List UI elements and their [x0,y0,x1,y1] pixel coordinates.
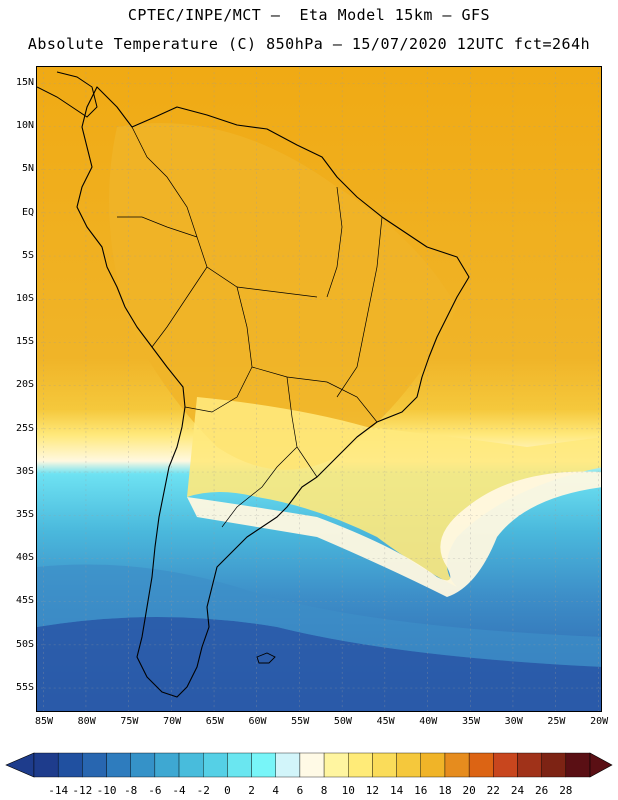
legend-swatch [444,752,470,778]
legend-swatch [420,752,446,778]
south-america-coastline [76,86,470,698]
legend-swatch [178,752,204,778]
legend-tick-label: 6 [296,784,304,797]
longitude-label: 45W [376,716,395,727]
legend-tick-label: -6 [148,784,162,797]
legend-tick-label: 20 [462,784,476,797]
legend-swatch [323,752,349,778]
legend-tick-label: 10 [341,784,355,797]
longitude-label: 20W [590,716,609,727]
latitude-label: 15N [15,77,34,88]
legend-swatch [396,752,421,778]
latitude-label: 45S [15,595,34,607]
longitude-label: 40W [419,716,438,727]
legend-swatch [541,752,567,778]
legend-tick-label: 18 [438,784,452,797]
legend-tick-label: 16 [414,784,428,797]
legend-swatch [203,752,228,778]
legend-tick-label: -2 [196,784,210,797]
map-title: CPTEC/INPE/MCT – Eta Model 15km – GFS [127,6,491,24]
legend-swatch [57,752,83,778]
latitude-label: 5S [21,249,34,261]
legend-tick-label: 4 [272,784,280,797]
longitude-label: 75W [120,716,139,727]
longitude-label: 25W [547,716,566,727]
legend-tick-label: 2 [248,784,255,797]
legend-tick-label: -10 [96,784,117,797]
legend-tick-label: 8 [320,784,328,797]
legend-arrow-high [589,752,613,778]
legend-tick-label: 12 [365,784,380,797]
legend-tick-label: 0 [224,784,231,797]
legend-swatch [154,752,180,778]
legend-arrow-low [5,752,35,778]
central-america-coastline [37,71,98,118]
latitude-label: 35S [15,509,34,520]
latitude-label: 5N [21,163,34,175]
legend-swatch [565,752,591,778]
country-borders [117,126,383,528]
color-legend [5,752,613,778]
longitude-label: 35W [461,716,481,727]
legend-tick-label: 24 [510,784,525,797]
legend-tick-label: -12 [72,784,93,797]
legend-swatch [468,752,494,778]
legend-swatch [275,752,301,778]
longitude-label: 50W [333,716,352,727]
latitude-label: 10N [15,120,34,132]
legend-swatch [251,752,276,778]
legend-swatch [493,752,518,778]
legend-swatch [227,752,252,778]
latitude-label: 25S [15,422,34,434]
latitude-label: 55S [15,681,34,693]
legend-tick-label: -8 [124,784,138,797]
map-subtitle: Absolute Temperature (C) 850hPa – 15/07/… [27,35,591,53]
latitude-label: 30S [15,465,34,477]
legend-tick-label: 28 [559,784,573,797]
longitude-label: 30W [504,716,523,727]
latitude-label: 10S [15,293,34,304]
legend-swatch [106,752,131,778]
longitude-label: 55W [291,716,310,727]
longitude-label: 85W [34,716,54,727]
legend-swatch [82,752,107,778]
falkland-islands [256,652,276,664]
graticule [37,67,601,711]
latitude-label: 40S [15,552,34,564]
latitude-label: 20S [15,379,34,391]
longitude-label: 65W [205,716,224,727]
latitude-label: 15S [15,336,34,348]
legend-swatch [348,752,373,778]
latitude-label: EQ [21,206,34,218]
longitude-label: 80W [77,716,96,727]
longitude-label: 60W [248,716,267,727]
legend-swatch [130,752,156,778]
legend-swatch [372,752,397,778]
map-plot-area [36,66,602,712]
legend-swatch [299,752,325,778]
legend-tick-label: -14 [48,784,69,797]
legend-tick-label: 22 [486,784,500,797]
legend-tick-label: 14 [389,784,404,797]
legend-swatch [33,752,59,778]
legend-tick-label: 26 [535,784,549,797]
legend-tick-label: -4 [172,784,186,797]
longitude-label: 70W [163,716,182,727]
latitude-label: 50S [15,638,34,650]
legend-swatch [517,752,542,778]
